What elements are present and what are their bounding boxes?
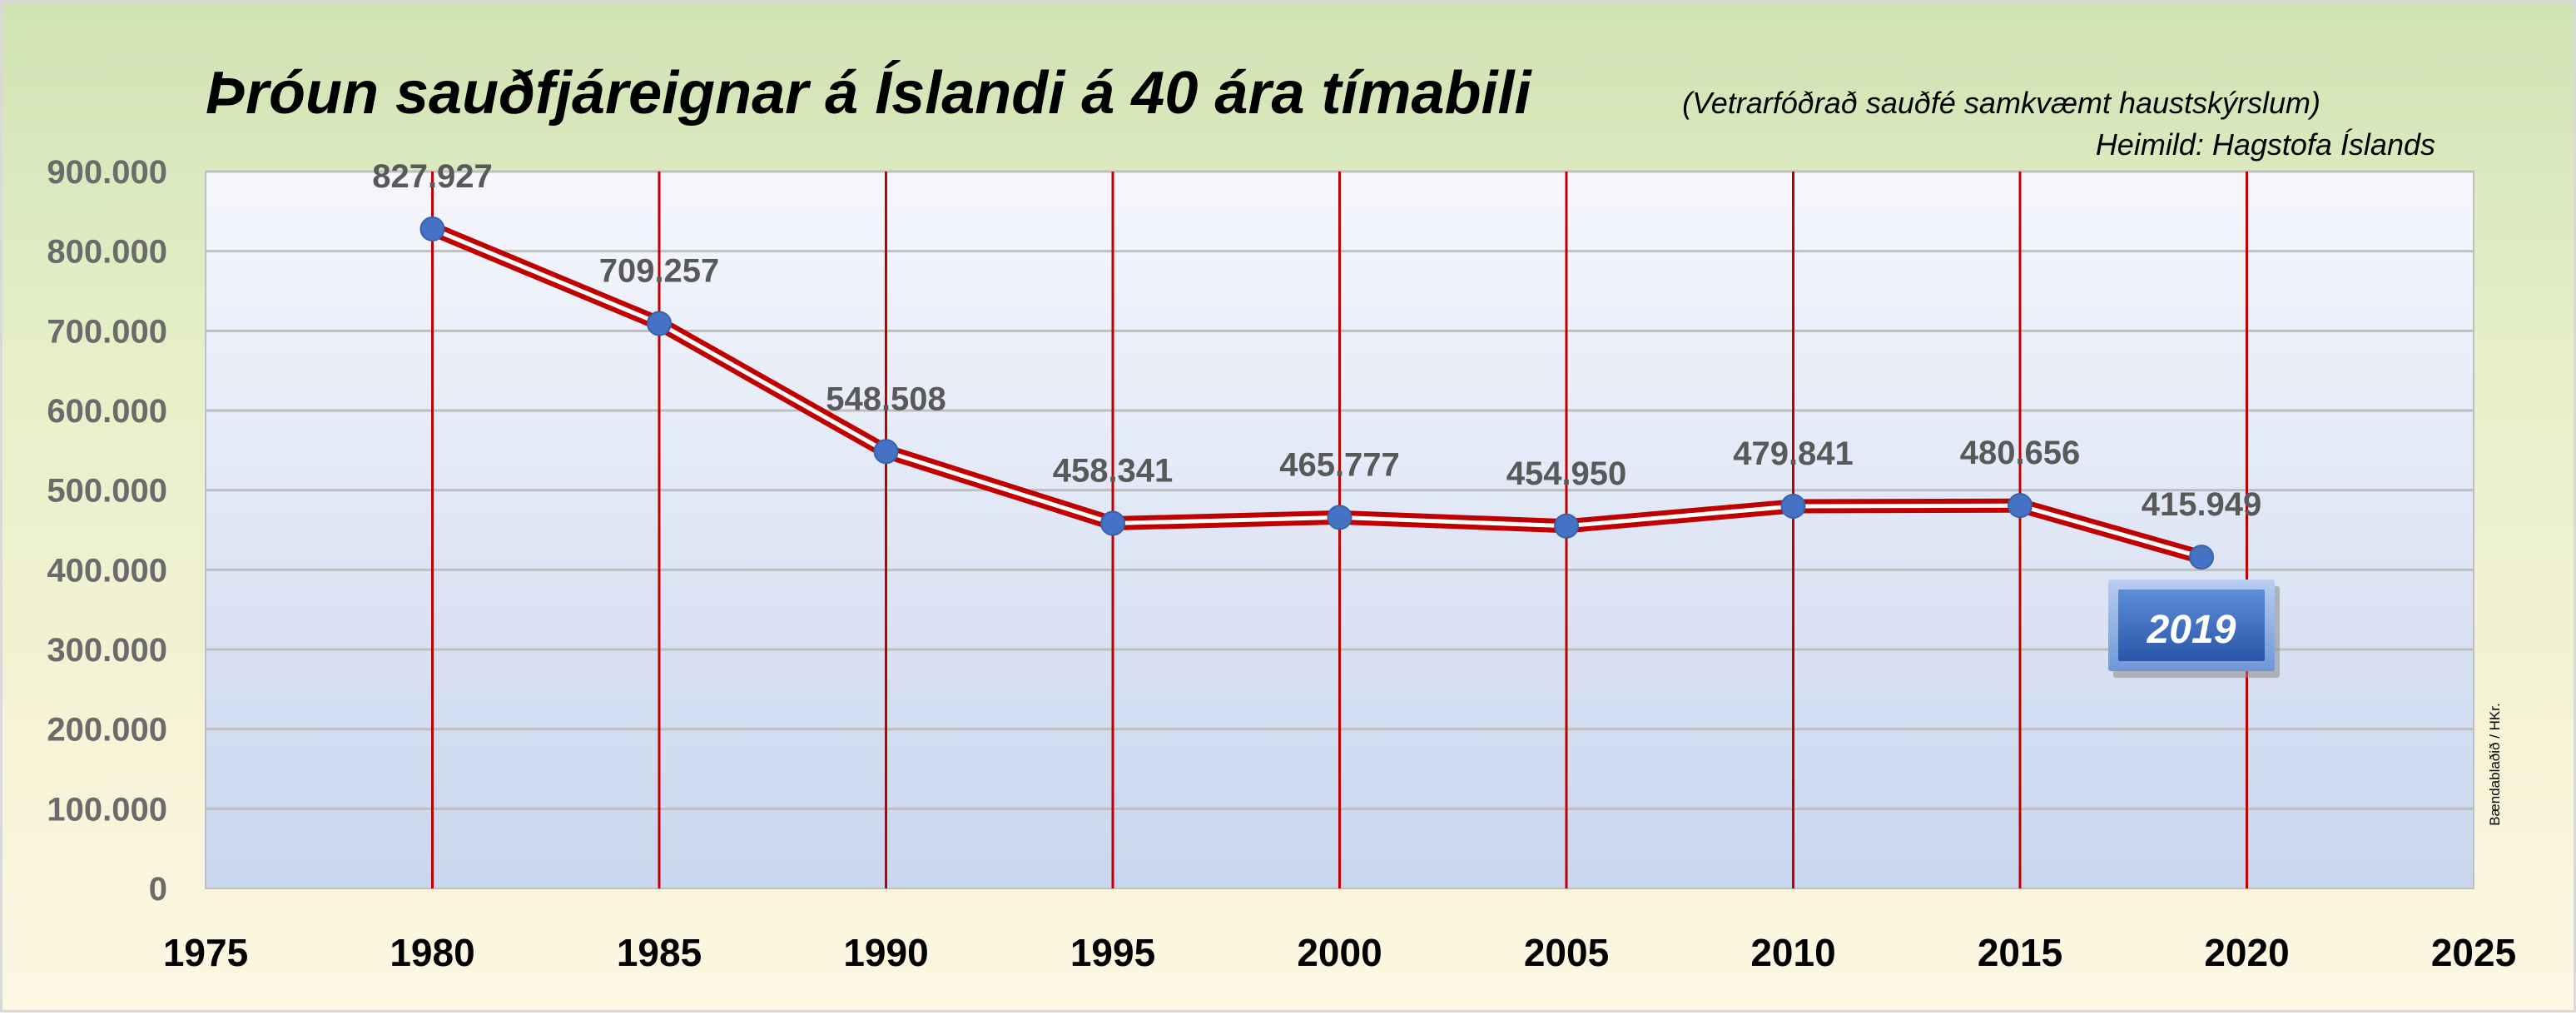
chart-source: Heimild: Hagstofa Íslands <box>2096 127 2435 162</box>
data-label: 454.950 <box>1506 455 1627 492</box>
y-tick-label: 200.000 <box>47 712 167 749</box>
x-tick-label: 2005 <box>1524 931 1609 974</box>
x-tick-label: 1985 <box>617 931 702 974</box>
data-point-marker <box>2189 545 2214 570</box>
data-labels: 827.927 709.257 548.508 458.341 465.777 454.9… <box>372 158 2261 523</box>
y-tick-label: 100.000 <box>47 791 167 828</box>
x-tick-label: 1980 <box>390 931 474 974</box>
data-label: 415.949 <box>2142 486 2262 523</box>
data-label: 458.341 <box>1053 453 1174 490</box>
x-tick-label: 2000 <box>1297 931 1382 974</box>
y-tick-label: 400.000 <box>47 552 167 589</box>
data-point-marker <box>1554 513 1579 539</box>
x-tick-label: 2015 <box>1978 931 2062 974</box>
data-point-marker <box>419 216 445 241</box>
y-tick-label: 800.000 <box>47 234 167 271</box>
chart-title: Þróun sauðfjáreignar á Íslandi á 40 ára … <box>206 60 1533 127</box>
y-tick-label: 500.000 <box>47 473 167 510</box>
y-tick-label: 300.000 <box>47 632 167 669</box>
data-point-marker <box>1100 510 1125 536</box>
chart-subtitle: (Vetrarfóðrað sauðfé samkvæmt haustskýrs… <box>1682 86 2320 120</box>
y-tick-label: 900.000 <box>47 154 167 191</box>
y-tick-label: 0 <box>149 871 167 908</box>
x-tick-label: 1990 <box>843 931 928 974</box>
year-badge-label: 2019 <box>2147 608 2236 652</box>
data-label: 548.508 <box>826 381 946 417</box>
x-axis-tick-labels: 1975 1980 1985 1990 1995 2000 2005 2010 2015 2020… <box>163 931 2516 974</box>
data-label: 479.841 <box>1733 435 1854 472</box>
data-point-marker <box>1327 505 1353 530</box>
data-label: 480.656 <box>1960 435 2081 471</box>
x-tick-label: 2010 <box>1750 931 1835 974</box>
x-tick-label: 1975 <box>163 931 248 974</box>
data-label: 709.257 <box>599 252 720 289</box>
y-axis-tick-labels: 0 100.000 200.000 300.000 400.000 500.000 600.… <box>47 154 167 908</box>
data-point-marker <box>1780 493 1806 519</box>
data-point-marker <box>647 311 672 336</box>
x-tick-label: 1995 <box>1070 931 1155 974</box>
data-point-marker <box>873 439 899 465</box>
series-markers <box>419 216 2214 570</box>
vertical-gridlines <box>431 172 2248 888</box>
year-badge: 2019 <box>2108 580 2280 678</box>
year-badge-face <box>2118 590 2265 661</box>
data-label: 465.777 <box>1279 446 1400 483</box>
y-tick-label: 600.000 <box>47 393 167 430</box>
data-label: 827.927 <box>372 158 493 195</box>
x-tick-label: 2020 <box>2204 931 2289 974</box>
credit-label: Bændablaðið / HKr. <box>2487 703 2503 825</box>
data-point-marker <box>2008 493 2033 519</box>
y-tick-label: 700.000 <box>47 313 167 350</box>
x-tick-label: 2025 <box>2431 931 2516 974</box>
